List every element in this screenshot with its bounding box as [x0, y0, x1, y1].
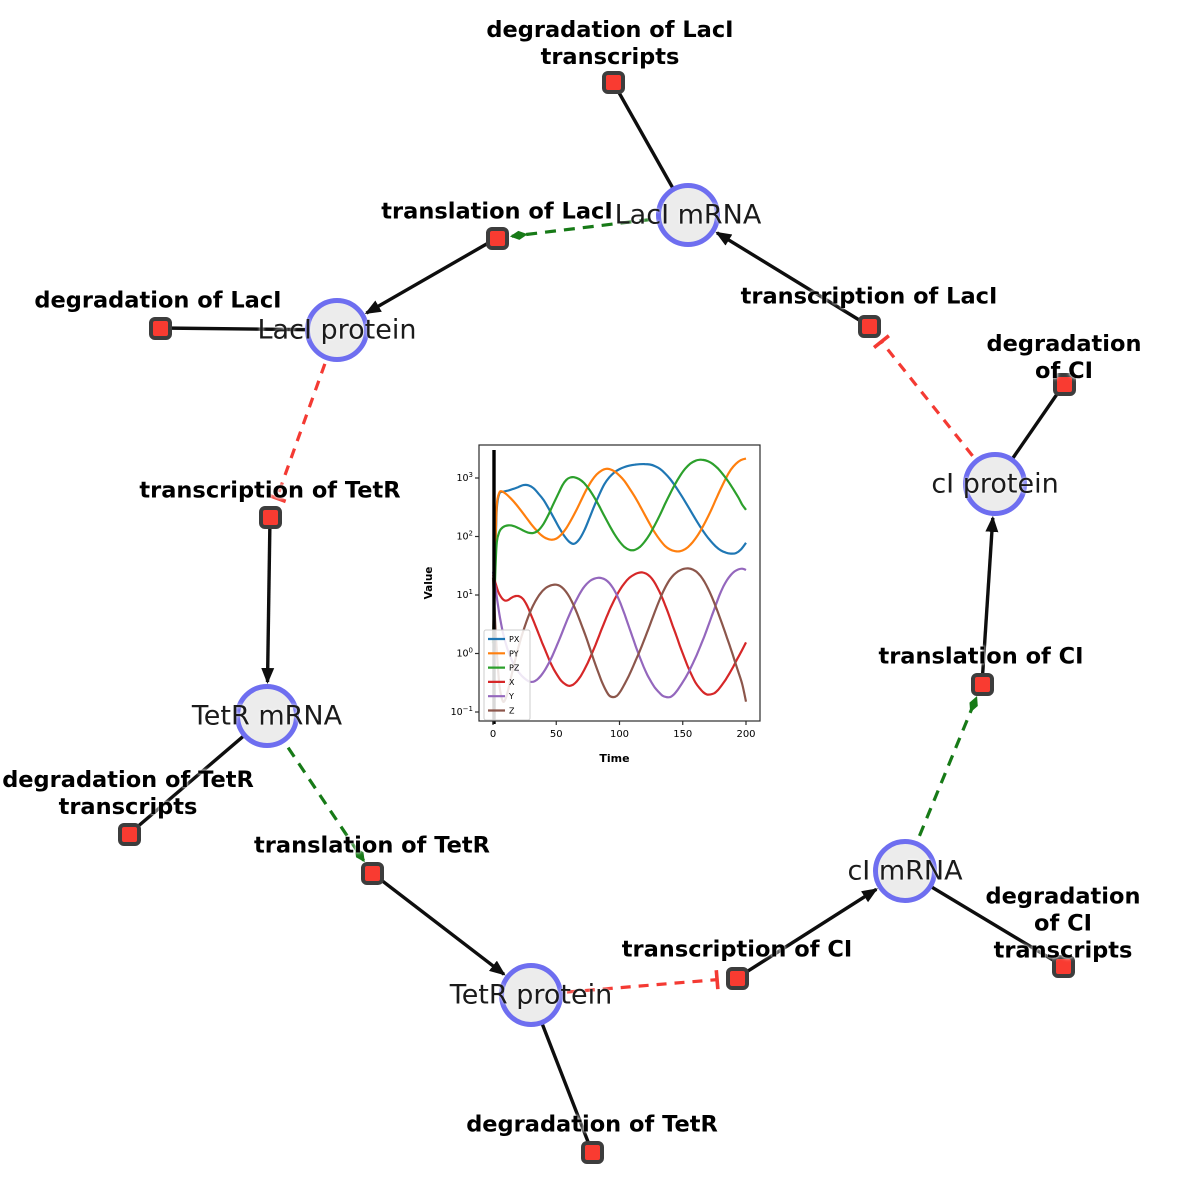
reaction-node-transl_laci[interactable] [485, 226, 509, 250]
reaction-node-deg_ci_tx[interactable] [1051, 954, 1075, 978]
edge-modifier-ci_mrna-transl_ci [903, 696, 978, 872]
reaction-node-deg_ci[interactable] [1052, 372, 1076, 396]
reaction-node-deg_laci[interactable] [148, 316, 172, 340]
legend: PX PY PZ XYZ [483, 629, 531, 721]
edge-production-transl_ci-ci_prot [980, 515, 999, 685]
edge-production-txn_laci-laci_mrna [715, 231, 870, 328]
edge-production-txn_ci-ci_mrna [736, 887, 879, 980]
x-tick-label: 0 [490, 729, 496, 740]
legend-label-PX: PX [509, 635, 520, 644]
species-node-tetr_mrna[interactable] [235, 684, 299, 748]
inset-plot: 0 50 100 150 20010−1100101102103TimeValuePXP… [420, 428, 778, 774]
edge-inhibition-tetr_prot-txn_ci [530, 970, 720, 997]
edge-production-transl_laci-laci_prot [364, 236, 498, 315]
x-tick-label: 150 [673, 729, 692, 740]
species-node-laci_prot[interactable] [305, 298, 369, 362]
legend-label-Y: Y [508, 692, 514, 701]
reaction-node-txn_tetr[interactable] [258, 505, 282, 529]
y-axis-label: Value [423, 567, 435, 600]
reaction-node-transl_ci[interactable] [970, 672, 994, 696]
edge-inhibition-ci_prot-txn_laci [872, 334, 997, 485]
species-node-tetr_prot[interactable] [499, 963, 563, 1027]
series-line-PY [491, 457, 747, 644]
x-tick-label: 50 [550, 729, 563, 740]
species-node-laci_mrna[interactable] [656, 183, 720, 247]
species-node-ci_prot[interactable] [963, 452, 1027, 516]
edge-inhibition-laci_prot-txn_tetr [267, 329, 339, 504]
edge-production-txn_tetr-tetr_mrna [261, 516, 275, 685]
reaction-node-deg_tetr_tx[interactable] [117, 822, 141, 846]
edge-production-transl_tetr-tetr_prot [370, 871, 506, 976]
reaction-node-txn_ci[interactable] [725, 966, 749, 990]
legend-label-Z: Z [509, 707, 515, 716]
x-axis-label: Time [599, 752, 629, 765]
legend-label-PY: PY [509, 649, 519, 658]
legend-label-X: X [509, 678, 515, 687]
legend-label-PZ: PZ [509, 664, 520, 673]
reaction-node-deg_tetr[interactable] [580, 1140, 604, 1164]
x-tick-label: 200 [736, 729, 755, 740]
reaction-node-deg_laci_tx[interactable] [601, 70, 625, 94]
series-line-PZ [491, 458, 747, 644]
series-line-X [491, 571, 747, 696]
reaction-node-txn_laci[interactable] [857, 314, 881, 338]
x-tick-label: 100 [610, 729, 629, 740]
reaction-node-transl_tetr[interactable] [360, 861, 384, 885]
species-node-ci_mrna[interactable] [873, 839, 937, 903]
